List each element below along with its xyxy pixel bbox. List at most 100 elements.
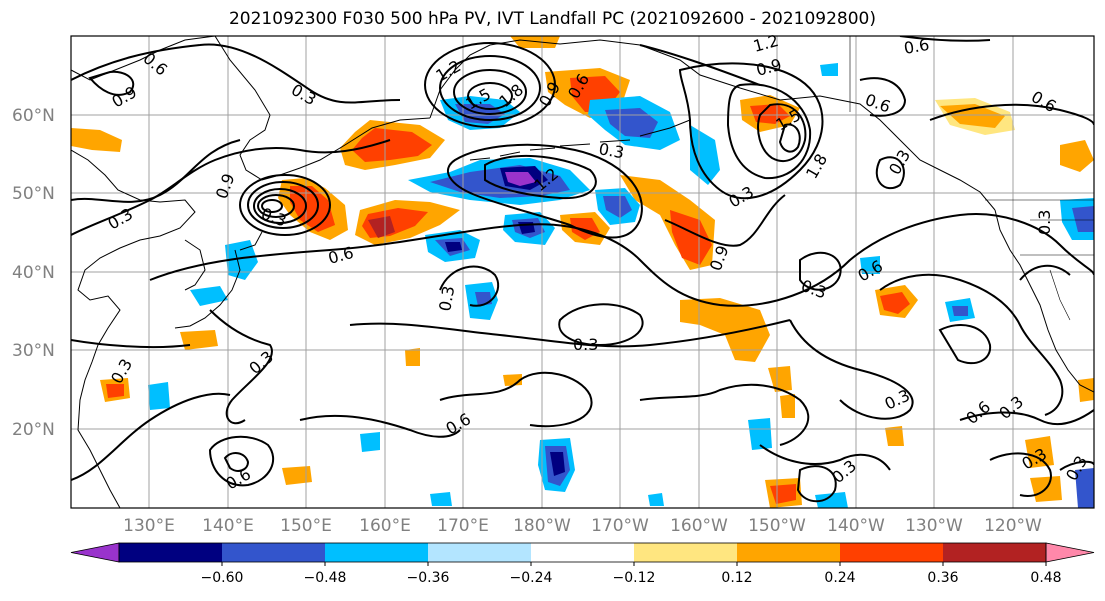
contour-label: 0.9 <box>754 55 784 80</box>
positive-anomaly-patch <box>880 292 910 314</box>
map-title: 2021092300 F030 500 hPa PV, IVT Landfall… <box>228 9 876 29</box>
contour-line <box>239 174 331 236</box>
contour-line <box>558 303 644 347</box>
contour-line <box>875 156 905 190</box>
contour-label: 0.3 <box>288 80 320 109</box>
positive-anomaly-patch <box>1060 140 1094 172</box>
contour-line <box>859 77 907 117</box>
lon-label: 180°W <box>513 516 571 536</box>
contour-line <box>424 42 556 128</box>
contour-line <box>439 371 593 428</box>
contour-label: 0.6 <box>863 90 893 117</box>
negative-anomaly-patch <box>360 432 380 452</box>
positive-anomaly-patch <box>282 466 312 485</box>
contour-line <box>208 435 275 487</box>
colorbar-tick-label: 0.48 <box>1030 570 1061 586</box>
lon-label: 160°W <box>670 516 728 536</box>
contour-line <box>439 265 500 307</box>
negative-anomaly-patch <box>505 172 536 186</box>
alaska-coastline <box>429 39 996 211</box>
negative-anomaly-patch <box>430 492 452 506</box>
negative-anomaly-patch <box>648 493 664 506</box>
contour-label: 0.3 <box>726 182 758 211</box>
contour-line <box>71 139 391 236</box>
lon-label: 130°E <box>123 516 175 536</box>
contour-label: 0.3 <box>259 204 289 231</box>
contour-line <box>453 69 527 115</box>
lon-label: 170°W <box>591 516 649 536</box>
lat-label: 50°N <box>12 184 55 204</box>
lat-label: 20°N <box>12 420 55 440</box>
colorbar-segment <box>634 543 738 562</box>
positive-anomaly-patch <box>352 128 432 162</box>
negative-anomaly-patch <box>690 125 720 185</box>
colorbar-tick-label: 0.24 <box>824 570 855 586</box>
lon-label: 150°E <box>280 516 332 536</box>
korea-coastline <box>184 239 206 291</box>
negative-anomaly-patch <box>603 196 632 218</box>
contour-line <box>299 414 461 438</box>
contour-label: 0.3 <box>597 139 625 162</box>
negative-anomaly-patch <box>748 418 772 450</box>
contour-label: 0.3 <box>435 284 458 312</box>
positive-anomaly-patch <box>368 216 395 238</box>
contour-line <box>467 82 513 110</box>
negative-anomaly-patch <box>952 306 968 316</box>
negative-anomaly-patch <box>190 286 228 306</box>
contour-label: 0.6 <box>962 397 994 428</box>
lon-label: 170°E <box>437 516 489 536</box>
lon-label: 140°W <box>827 516 885 536</box>
aleutian-islands <box>469 119 691 161</box>
pv-contours <box>71 36 1094 503</box>
contour-label: 0.3 <box>995 392 1027 423</box>
contour-line <box>938 324 992 365</box>
contour-line <box>639 44 761 86</box>
contour-line <box>726 83 812 180</box>
positive-anomaly-patch <box>750 104 790 124</box>
longitude-labels: 130°E 140°E 150°E 160°E 170°E 180°W 170°… <box>123 516 1042 536</box>
contour-label: 0.6 <box>902 35 930 58</box>
contour-label: 0.6 <box>1028 87 1060 116</box>
colorbar-tick-label: 0.36 <box>927 570 958 586</box>
contour-line <box>209 309 273 425</box>
positive-anomaly-patch <box>670 210 712 265</box>
coastlines <box>71 36 1094 508</box>
negative-anomaly-patch <box>860 256 880 274</box>
contour-line <box>257 194 295 218</box>
contour-line <box>678 62 824 200</box>
contour-line <box>664 194 786 247</box>
colorbar-segment <box>531 543 635 562</box>
colorbar-tick-label: −0.24 <box>510 570 553 586</box>
contour-line <box>223 452 250 472</box>
colorbar-segment <box>428 543 532 562</box>
colorbar-tick-label: −0.36 <box>407 570 450 586</box>
positive-anomaly-patch <box>71 128 122 152</box>
contour-line <box>88 70 135 96</box>
contour-line <box>71 392 231 481</box>
contour-line <box>247 181 319 229</box>
contour-line <box>759 444 891 471</box>
lat-label: 40°N <box>12 263 55 283</box>
japan-coastline <box>174 231 263 329</box>
contour-line <box>439 55 541 121</box>
contour-line <box>959 409 1094 426</box>
lon-label: 120°W <box>984 516 1042 536</box>
positive-anomaly-patch <box>768 366 792 392</box>
colorbar: −0.60 −0.48 −0.36 −0.24 −0.12 0.12 0.24 0.36 0.4… <box>70 542 1095 586</box>
contour-label: 0.9 <box>109 82 141 111</box>
kamchatka-coastline <box>214 36 431 181</box>
contour-label: 0.6 <box>443 409 475 438</box>
contour-line <box>261 199 283 213</box>
negative-anomaly-patch <box>815 492 848 508</box>
colorbar-segment <box>943 543 1047 562</box>
negative-anomaly-patch <box>225 240 258 280</box>
colorbar-segment <box>840 543 944 562</box>
contour-label: 0.3 <box>885 146 914 178</box>
contour-line <box>71 139 241 203</box>
contour-label: 0.6 <box>855 256 887 285</box>
colorbar-extension-min <box>70 542 120 563</box>
lat-label: 30°N <box>12 341 55 361</box>
negative-anomaly-patch <box>1072 206 1094 232</box>
map-frame <box>70 35 1095 509</box>
